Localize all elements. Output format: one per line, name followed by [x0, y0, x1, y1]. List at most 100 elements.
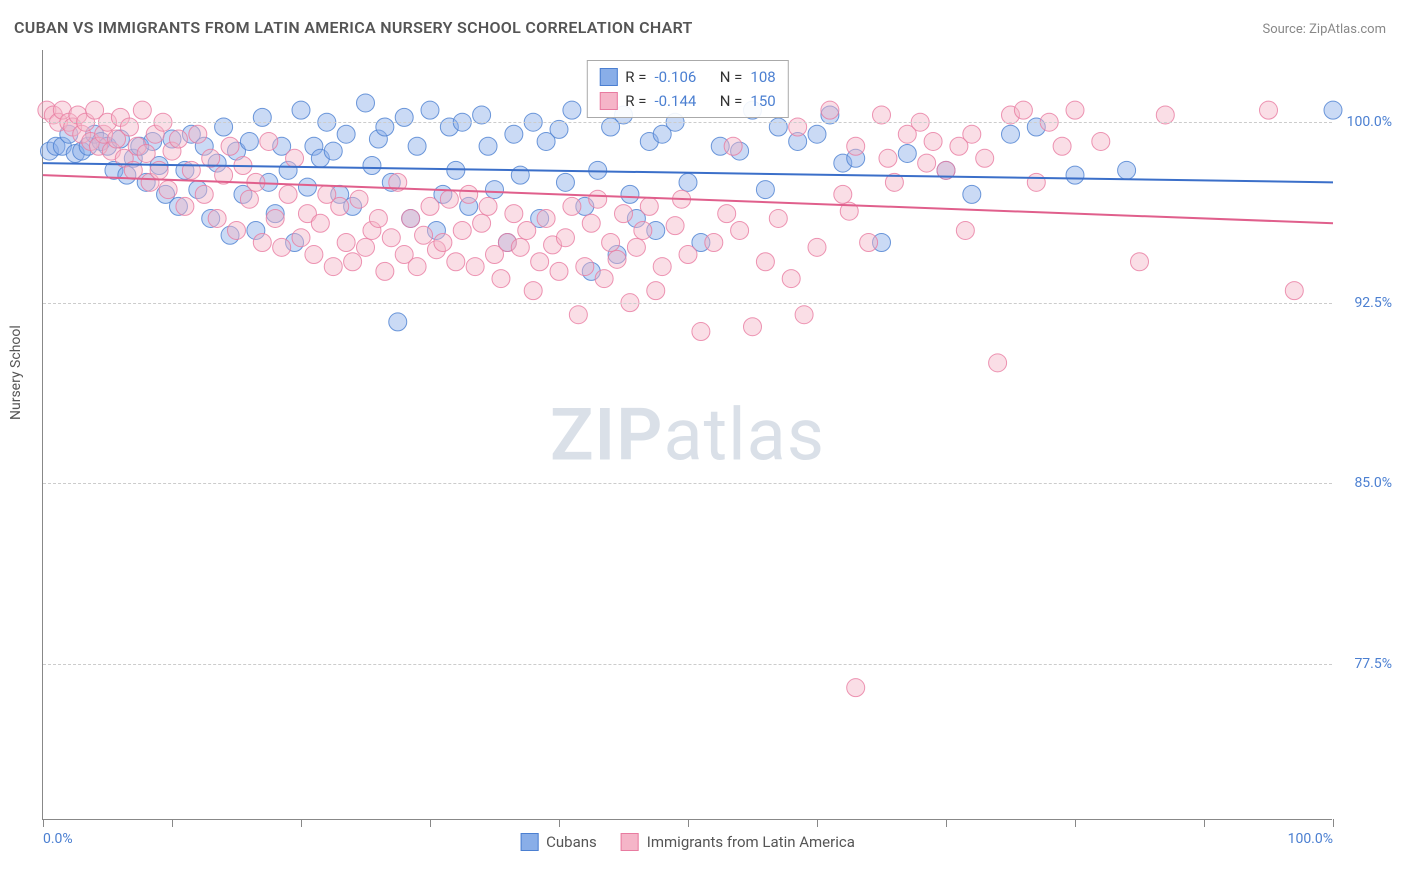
data-point	[795, 306, 813, 324]
x-tick	[301, 819, 302, 827]
data-point	[640, 197, 658, 215]
grid-line	[43, 122, 1332, 123]
n-label: N =	[720, 89, 743, 113]
data-point	[324, 142, 342, 160]
data-point	[718, 205, 736, 223]
legend-row: R =-0.106 N =108	[599, 65, 775, 89]
data-point	[228, 221, 246, 239]
data-point	[1131, 253, 1149, 271]
data-point	[556, 229, 574, 247]
data-point	[589, 190, 607, 208]
data-point	[989, 354, 1007, 372]
data-point	[563, 101, 581, 119]
data-point	[421, 197, 439, 215]
x-tick	[172, 819, 173, 827]
data-point	[769, 209, 787, 227]
x-tick	[946, 819, 947, 827]
grid-line	[43, 303, 1332, 304]
data-point	[208, 209, 226, 227]
data-point	[782, 270, 800, 288]
n-value: 108	[750, 65, 775, 89]
chart-plot-area: ZIPatlas R =-0.106 N =108R =-0.144 N =15…	[42, 50, 1332, 820]
data-point	[137, 144, 155, 162]
data-point	[389, 313, 407, 331]
x-tick	[688, 819, 689, 827]
data-point	[337, 125, 355, 143]
x-tick	[1333, 819, 1334, 827]
data-point	[447, 253, 465, 271]
data-point	[376, 262, 394, 280]
data-point	[963, 185, 981, 203]
data-point	[357, 238, 375, 256]
data-point	[159, 181, 177, 199]
data-point	[808, 125, 826, 143]
chart-title: CUBAN VS IMMIGRANTS FROM LATIN AMERICA N…	[14, 18, 693, 37]
data-point	[537, 209, 555, 227]
data-point	[582, 214, 600, 232]
data-point	[421, 101, 439, 119]
data-point	[847, 679, 865, 697]
data-point	[595, 270, 613, 288]
x-tick	[1075, 819, 1076, 827]
data-point	[402, 209, 420, 227]
data-point	[647, 282, 665, 300]
data-point	[679, 246, 697, 264]
data-point	[808, 238, 826, 256]
data-point	[1014, 101, 1032, 119]
x-tick-label: 100.0%	[1288, 831, 1333, 847]
x-tick-label: 0.0%	[43, 831, 73, 847]
r-value: -0.144	[654, 89, 696, 113]
grid-line	[43, 483, 1332, 484]
correlation-legend-box: R =-0.106 N =108R =-0.144 N =150	[586, 60, 788, 118]
data-point	[479, 137, 497, 155]
data-point	[918, 154, 936, 172]
data-point	[1053, 137, 1071, 155]
data-point	[479, 197, 497, 215]
data-point	[744, 318, 762, 336]
y-tick-label: 100.0%	[1347, 114, 1392, 130]
data-point	[518, 221, 536, 239]
data-point	[731, 221, 749, 239]
series-legend: CubansImmigrants from Latin America	[520, 833, 855, 851]
x-tick	[43, 819, 44, 827]
grid-line	[43, 664, 1332, 665]
data-point	[1002, 125, 1020, 143]
data-point	[821, 101, 839, 119]
scatter-svg	[43, 50, 1332, 819]
data-point	[415, 226, 433, 244]
r-value: -0.106	[654, 65, 696, 89]
data-point	[466, 258, 484, 276]
data-point	[176, 197, 194, 215]
n-value: 150	[750, 89, 775, 113]
data-point	[834, 185, 852, 203]
data-point	[292, 229, 310, 247]
data-point	[492, 270, 510, 288]
data-point	[576, 258, 594, 276]
data-point	[434, 234, 452, 252]
data-point	[311, 214, 329, 232]
data-point	[120, 118, 138, 136]
legend-swatch	[621, 833, 639, 851]
data-point	[344, 253, 362, 271]
data-point	[1066, 101, 1084, 119]
data-point	[395, 108, 413, 126]
legend-swatch	[520, 833, 538, 851]
data-point	[705, 234, 723, 252]
data-point	[408, 258, 426, 276]
data-point	[653, 258, 671, 276]
data-point	[524, 282, 542, 300]
data-point	[189, 125, 207, 143]
data-point	[460, 185, 478, 203]
data-point	[350, 190, 368, 208]
data-point	[253, 234, 271, 252]
data-point	[266, 209, 284, 227]
data-point	[602, 234, 620, 252]
data-point	[956, 221, 974, 239]
data-point	[769, 118, 787, 136]
data-point	[898, 144, 916, 162]
data-point	[279, 185, 297, 203]
x-tick	[430, 819, 431, 827]
x-tick	[559, 819, 560, 827]
data-point	[408, 137, 426, 155]
data-point	[453, 221, 471, 239]
